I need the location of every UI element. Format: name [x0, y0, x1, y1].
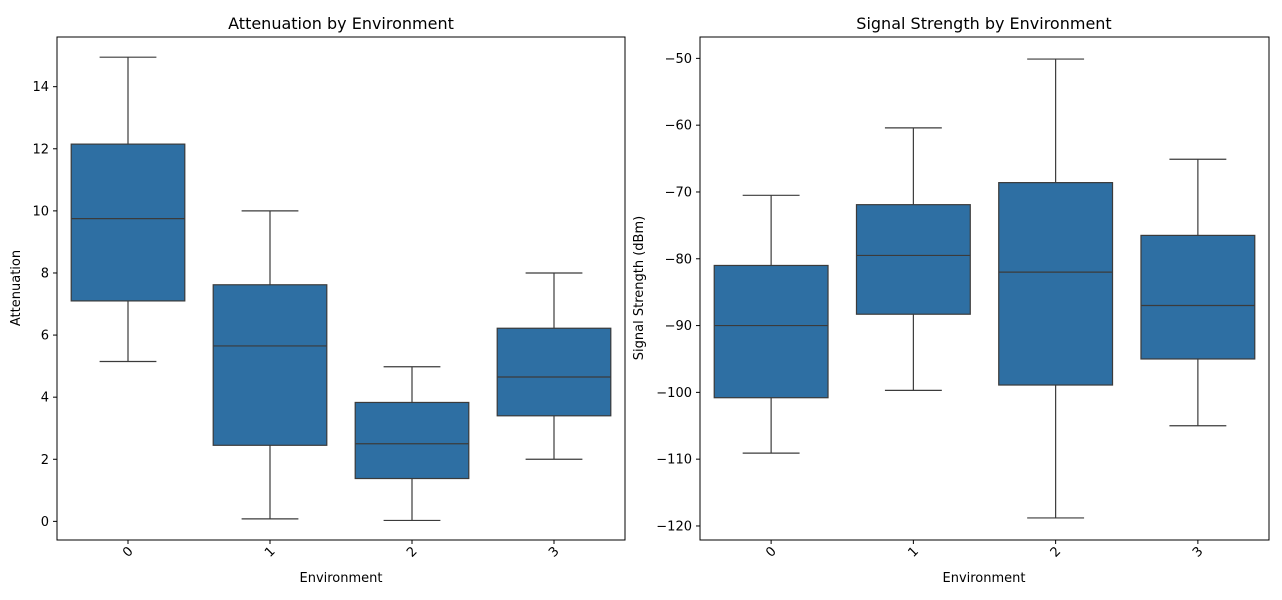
box-0	[70, 56, 186, 363]
iqr-box	[212, 284, 328, 446]
y-axis: 0 2 4 6 8 10 12 14	[32, 80, 57, 530]
x-axis-label: Environment	[942, 571, 1025, 586]
x-tick-label: 3	[1190, 544, 1206, 560]
chart-title: Attenuation by Environment	[228, 14, 454, 33]
iqr-box	[998, 182, 1114, 386]
x-tick-label: 0	[120, 544, 136, 560]
x-axis-label: Environment	[299, 571, 382, 586]
y-tick-label: −100	[656, 386, 692, 401]
y-axis: −120 −110 −100 −90 −80 −70 −60 −50	[656, 52, 700, 534]
x-axis: 0 1 2 3	[763, 540, 1206, 561]
x-tick-label: 3	[546, 544, 562, 560]
x-tick-label: 2	[1048, 544, 1064, 560]
box-2	[354, 366, 470, 522]
y-tick-label: −60	[665, 119, 692, 134]
iqr-box	[496, 327, 612, 417]
y-tick-label: 12	[32, 142, 49, 157]
boxes	[713, 58, 1256, 519]
boxes	[70, 56, 612, 522]
x-tick-label: 2	[404, 544, 420, 560]
x-tick-label: 0	[763, 544, 779, 560]
box-1	[855, 127, 971, 391]
y-tick-label: −120	[656, 519, 692, 534]
y-tick-label: −80	[665, 252, 692, 267]
x-axis: 0 1 2 3	[120, 540, 563, 561]
box-1	[212, 210, 328, 520]
y-tick-label: 4	[41, 391, 49, 406]
y-tick-label: 0	[41, 515, 49, 530]
box-3	[496, 272, 612, 460]
x-tick-label: 1	[262, 544, 278, 560]
y-tick-label: 14	[32, 80, 49, 95]
y-tick-label: 6	[41, 329, 49, 344]
plot-area	[699, 36, 1270, 541]
y-axis-label: Signal Strength (dBm)	[632, 216, 647, 360]
y-tick-label: 8	[41, 266, 49, 281]
y-tick-label: 2	[41, 453, 49, 468]
box-3	[1140, 158, 1256, 427]
box-2	[998, 58, 1114, 519]
iqr-box	[1140, 234, 1256, 360]
box-0	[713, 194, 829, 454]
y-tick-label: −110	[656, 453, 692, 468]
y-tick-label: 10	[32, 204, 49, 219]
y-tick-label: −90	[665, 319, 692, 334]
signal-strength-chart: Signal Strength by Environment −120−110−…	[632, 14, 1270, 586]
plot-area	[56, 36, 626, 541]
y-tick-label: −70	[665, 185, 692, 200]
y-tick-label: −50	[665, 52, 692, 67]
y-axis-label: Attenuation	[9, 250, 24, 326]
x-tick-label: 1	[905, 544, 921, 560]
iqr-box	[713, 264, 829, 399]
iqr-box	[354, 401, 470, 480]
chart-title: Signal Strength by Environment	[856, 14, 1111, 33]
iqr-box	[70, 143, 186, 302]
iqr-box	[855, 204, 971, 315]
